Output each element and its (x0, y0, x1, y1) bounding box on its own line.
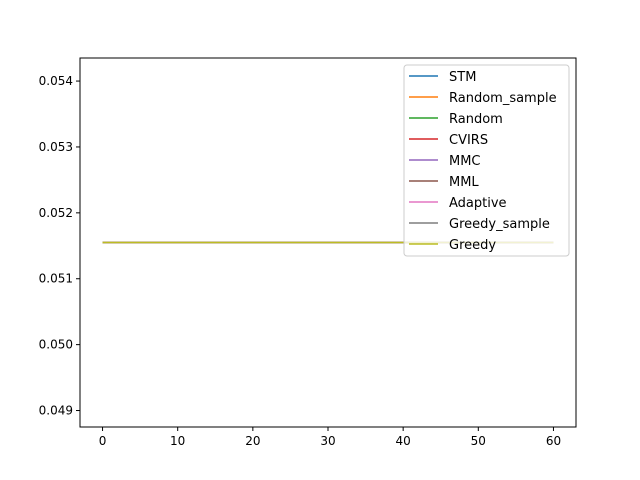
x-tick-label: 50 (471, 434, 486, 448)
x-tick-label: 60 (546, 434, 561, 448)
y-tick-label: 0.054 (39, 74, 73, 88)
legend-label: Random (449, 112, 503, 127)
legend-box (403, 64, 570, 257)
legend-label: CVIRS (449, 133, 488, 148)
y-tick-label: 0.052 (39, 206, 73, 220)
legend-label: Greedy (449, 238, 496, 253)
x-tick-label: 20 (245, 434, 260, 448)
legend: STM Random_sample Random CVIRS MMC MML Adaptiv… (403, 64, 570, 257)
legend-label: MML (449, 175, 479, 190)
y-tick-label: 0.051 (39, 272, 73, 286)
x-tick-label: 10 (170, 434, 185, 448)
x-tick-label: 40 (396, 434, 411, 448)
legend-label: Adaptive (449, 196, 507, 211)
x-tick-label: 0 (99, 434, 107, 448)
x-tick-label: 30 (320, 434, 335, 448)
y-tick-label: 0.050 (39, 338, 73, 352)
y-axis: 0.049 0.050 0.051 0.052 0.053 0.054 (39, 74, 80, 418)
x-axis: 0 10 20 30 40 50 60 (99, 427, 561, 448)
legend-label: MMC (449, 154, 481, 169)
legend-label: Greedy_sample (449, 217, 550, 232)
legend-label: Random_sample (449, 91, 557, 106)
y-tick-label: 0.049 (39, 404, 73, 418)
axes-frame (79, 57, 577, 428)
y-tick-label: 0.053 (39, 140, 73, 154)
legend-label: STM (449, 70, 476, 85)
